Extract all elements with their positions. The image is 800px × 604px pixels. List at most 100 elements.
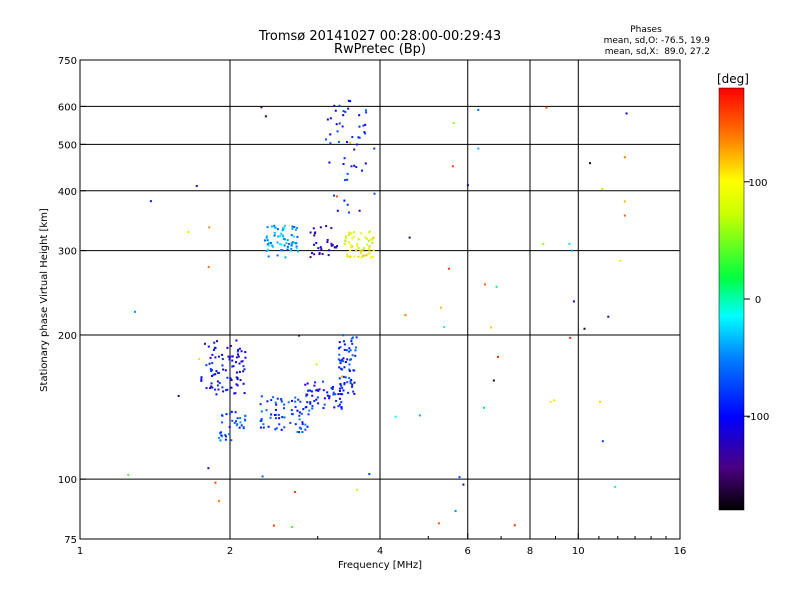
data-point [344, 376, 347, 379]
data-point [291, 227, 294, 230]
data-point [349, 141, 352, 144]
data-point [513, 524, 516, 527]
data-point [304, 423, 307, 426]
data-point [234, 411, 237, 414]
data-point [289, 421, 292, 424]
data-point [236, 417, 239, 420]
data-point [217, 388, 220, 391]
data-point [353, 148, 356, 151]
data-point [216, 384, 219, 387]
data-point [343, 343, 346, 346]
data-point [311, 407, 314, 410]
data-point [373, 192, 376, 195]
phases-line2: mean, sd,X: 89.0, 27.2 [605, 47, 710, 57]
data-point [218, 436, 221, 439]
data-point [549, 400, 552, 403]
data-point [229, 377, 232, 380]
data-point [338, 359, 341, 362]
data-point [367, 239, 370, 242]
data-point [239, 417, 242, 420]
data-point [276, 254, 279, 257]
data-point [218, 372, 221, 375]
data-point [305, 395, 308, 398]
data-point [241, 360, 244, 363]
data-point [275, 403, 278, 406]
data-point [343, 199, 346, 202]
data-point [231, 355, 234, 358]
data-point [274, 226, 277, 229]
data-point [286, 248, 289, 251]
data-point [200, 379, 203, 382]
data-point [283, 227, 286, 230]
phases-title: Phases [630, 25, 662, 35]
data-point [215, 340, 218, 343]
data-point [234, 361, 237, 364]
data-point [623, 200, 626, 203]
data-point [344, 239, 347, 242]
data-point [354, 349, 357, 352]
grid-layer [80, 60, 680, 539]
data-point [349, 100, 352, 103]
data-point [352, 369, 355, 372]
data-point [313, 234, 316, 237]
data-point [347, 107, 350, 110]
x-tick-label: 4 [377, 546, 383, 557]
x-tick-label: 1 [77, 546, 83, 557]
data-point [208, 226, 211, 229]
data-point [328, 397, 331, 400]
data-point [278, 417, 281, 420]
data-point [294, 400, 297, 403]
data-point [274, 401, 277, 404]
data-point [205, 364, 208, 367]
data-point [231, 365, 234, 368]
data-point [333, 104, 336, 107]
data-point [293, 226, 296, 229]
data-point [359, 249, 362, 252]
data-point [210, 382, 213, 385]
data-point [260, 106, 263, 109]
data-point [358, 125, 361, 128]
data-point [277, 413, 280, 416]
data-point [278, 423, 281, 426]
data-point [437, 522, 440, 525]
data-point [359, 252, 362, 255]
data-point [290, 242, 293, 245]
data-point [320, 248, 323, 251]
data-point [227, 355, 230, 358]
data-point [195, 185, 198, 188]
data-point [316, 388, 319, 391]
data-point [326, 394, 329, 397]
y-tick-label: 200 [58, 331, 77, 342]
data-point [228, 412, 231, 415]
data-point [265, 249, 268, 252]
data-point [369, 238, 372, 241]
data-point [344, 110, 347, 113]
data-point [293, 241, 296, 244]
data-point [244, 419, 247, 422]
data-point [225, 413, 228, 416]
y-axis-label: Stationary phase Virtual Height [km] [39, 208, 50, 392]
data-point [368, 252, 371, 255]
data-point [280, 249, 283, 252]
data-point [341, 358, 344, 361]
data-point [337, 358, 340, 361]
data-point [365, 237, 368, 240]
data-point [334, 109, 337, 112]
data-point [366, 243, 369, 246]
data-point [339, 387, 342, 390]
data-point [259, 426, 262, 429]
data-point [301, 431, 304, 434]
data-point [240, 360, 243, 363]
data-point [601, 440, 604, 443]
data-point [293, 491, 296, 494]
data-point [351, 336, 354, 339]
data-point [281, 416, 284, 419]
points-layer [127, 99, 628, 529]
data-point [200, 378, 203, 381]
data-point [213, 341, 216, 344]
data-point [353, 255, 356, 258]
data-point [207, 266, 210, 269]
data-point [322, 407, 325, 410]
colorbar-ticks: 100 0 -100 [744, 178, 769, 423]
colorbar-tick-label: 0 [755, 295, 761, 306]
